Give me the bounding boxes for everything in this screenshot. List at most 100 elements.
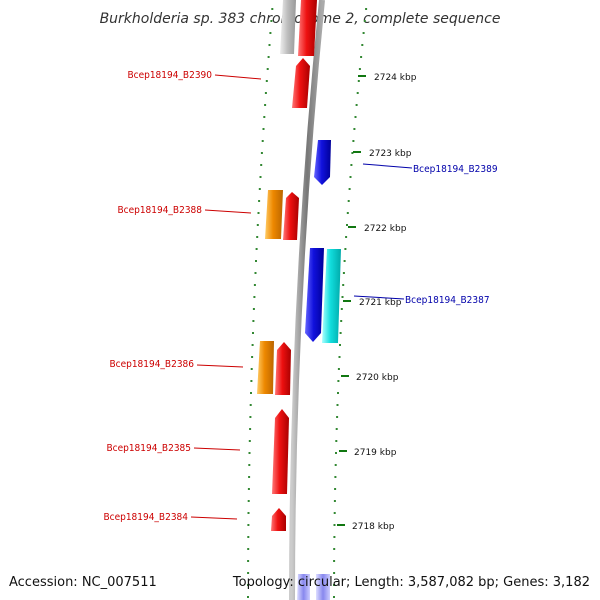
outer-ring-dot xyxy=(352,140,355,142)
inner-ring-dot xyxy=(255,248,258,250)
outer-ring-dot xyxy=(335,428,338,430)
gene-bottom-blue xyxy=(297,574,310,600)
gene-b2384 xyxy=(271,508,286,531)
inner-ring-dot xyxy=(264,92,267,94)
outer-ring-dot xyxy=(343,260,346,262)
inner-ring-dot xyxy=(250,380,253,382)
outer-ring-dot xyxy=(347,200,350,202)
inner-ring-dot xyxy=(262,128,265,130)
inner-ring-dot xyxy=(264,104,267,106)
tick-label: 2721 kbp xyxy=(359,298,402,308)
inner-ring-dot xyxy=(261,140,264,142)
outer-ring-dot xyxy=(342,284,345,286)
outer-ring-dot xyxy=(334,476,337,478)
gene-label-text: Bcep18194_B2384 xyxy=(103,512,188,523)
outer-ring-dot xyxy=(339,344,341,346)
inner-ring-dot xyxy=(271,8,274,10)
inner-ring-dot xyxy=(247,512,250,514)
gene-b2387-cyan xyxy=(322,249,341,343)
label-b2384: Bcep18194_B2384 xyxy=(103,512,238,523)
outer-ring-dot xyxy=(340,308,343,310)
gene-label-text: Bcep18194_B2390 xyxy=(127,70,212,81)
inner-ring-dot xyxy=(252,320,255,322)
outer-ring-dot xyxy=(338,356,341,358)
inner-ring-dot xyxy=(269,32,272,34)
inner-ring-dot xyxy=(247,524,250,526)
inner-ring-dot xyxy=(247,500,250,502)
gene-b2386-orange xyxy=(257,341,274,394)
outer-ring-dot xyxy=(344,248,347,250)
inner-ring-dot xyxy=(249,404,252,406)
outer-ring-dot xyxy=(337,380,340,382)
tick-label: 2718 kbp xyxy=(352,522,395,532)
outer-ring-dot xyxy=(336,416,339,418)
label-b2390: Bcep18194_B2390 xyxy=(127,70,262,81)
inner-ring-dot xyxy=(255,260,257,262)
outer-ring-dot xyxy=(350,164,353,166)
forward-strand-genes xyxy=(257,0,317,531)
gene-labels: Bcep18194_B2390 Bcep18194_B2389 Bcep1819… xyxy=(103,70,497,523)
outer-ring-dot xyxy=(334,488,337,490)
outer-ring-dot xyxy=(337,392,339,394)
label-b2389: Bcep18194_B2389 xyxy=(362,163,498,175)
inner-ring-dot xyxy=(252,308,255,310)
inner-ring-dot xyxy=(260,164,263,166)
inner-ring-dot xyxy=(263,116,266,118)
chromosome-backbone xyxy=(289,0,325,600)
tick-label: 2719 kbp xyxy=(354,448,397,458)
outer-ring-dot xyxy=(357,80,360,82)
gene-b2386-red xyxy=(275,342,291,395)
outer-ring-dot xyxy=(353,128,356,130)
outer-ring-dot xyxy=(341,296,344,298)
outer-ring-dot xyxy=(356,92,359,94)
inner-ring-dot xyxy=(253,296,256,298)
outer-ring-dot xyxy=(333,596,335,598)
accession-text: Accession: NC_007511 xyxy=(9,575,157,590)
outer-ring-dot xyxy=(333,536,336,538)
outer-ring-dot xyxy=(333,548,336,550)
inner-ring-dot xyxy=(249,428,252,430)
inner-ring-dot xyxy=(258,200,261,202)
gene-b2388-orange xyxy=(265,190,283,239)
inner-ring-dot xyxy=(247,596,249,598)
outer-ring-dot xyxy=(345,236,348,238)
inner-ring-dot xyxy=(247,536,250,538)
tick-2719: 2719 kbp xyxy=(339,448,397,458)
label-b2388: Bcep18194_B2388 xyxy=(117,205,252,216)
outer-ring-dot xyxy=(333,512,336,514)
gene-label-text: Bcep18194_B2386 xyxy=(109,359,194,370)
label-b2387: Bcep18194_B2387 xyxy=(353,295,490,306)
kbp-ticks: 2724 kbp 2723 kbp 2722 kbp 2721 kbp 2720… xyxy=(337,73,417,532)
outer-ring-dot xyxy=(334,464,337,466)
gene-grey-top xyxy=(280,0,296,54)
gene-label-text: Bcep18194_B2385 xyxy=(106,443,191,454)
outer-ring-dot xyxy=(333,560,336,562)
outer-ring-dot xyxy=(339,332,342,334)
gene-label-text: Bcep18194_B2387 xyxy=(405,295,490,306)
outer-ring-dot xyxy=(346,224,348,226)
inner-ring-dot xyxy=(259,176,262,178)
inner-ring-dot xyxy=(260,152,263,154)
gene-bottom-grey xyxy=(316,574,330,600)
inner-ring-dot xyxy=(248,464,251,466)
inner-ring-dot xyxy=(266,68,269,70)
inner-ring-dot xyxy=(248,452,251,454)
inner-ring-dot xyxy=(253,284,256,286)
tick-2720: 2720 kbp xyxy=(341,373,399,383)
outer-ring-dot xyxy=(358,68,361,70)
outer-ring-dot xyxy=(337,368,340,370)
inner-ring-dot xyxy=(257,212,260,214)
gene-b2387-blue xyxy=(305,248,324,342)
gene-label-text: Bcep18194_B2389 xyxy=(413,164,498,175)
outer-ring-dot xyxy=(354,116,357,118)
topology-text: Topology: circular; Length: 3,587,082 bp… xyxy=(232,575,590,590)
gene-b2388-red xyxy=(283,192,299,240)
inner-ring-dot xyxy=(249,416,252,418)
tick-2722: 2722 kbp xyxy=(348,224,407,234)
inner-ring-dot xyxy=(256,236,259,238)
label-b2386: Bcep18194_B2386 xyxy=(109,359,244,370)
outer-ring-dot xyxy=(335,440,338,442)
tick-2723: 2723 kbp xyxy=(353,149,412,159)
gene-label-text: Bcep18194_B2388 xyxy=(117,205,202,216)
